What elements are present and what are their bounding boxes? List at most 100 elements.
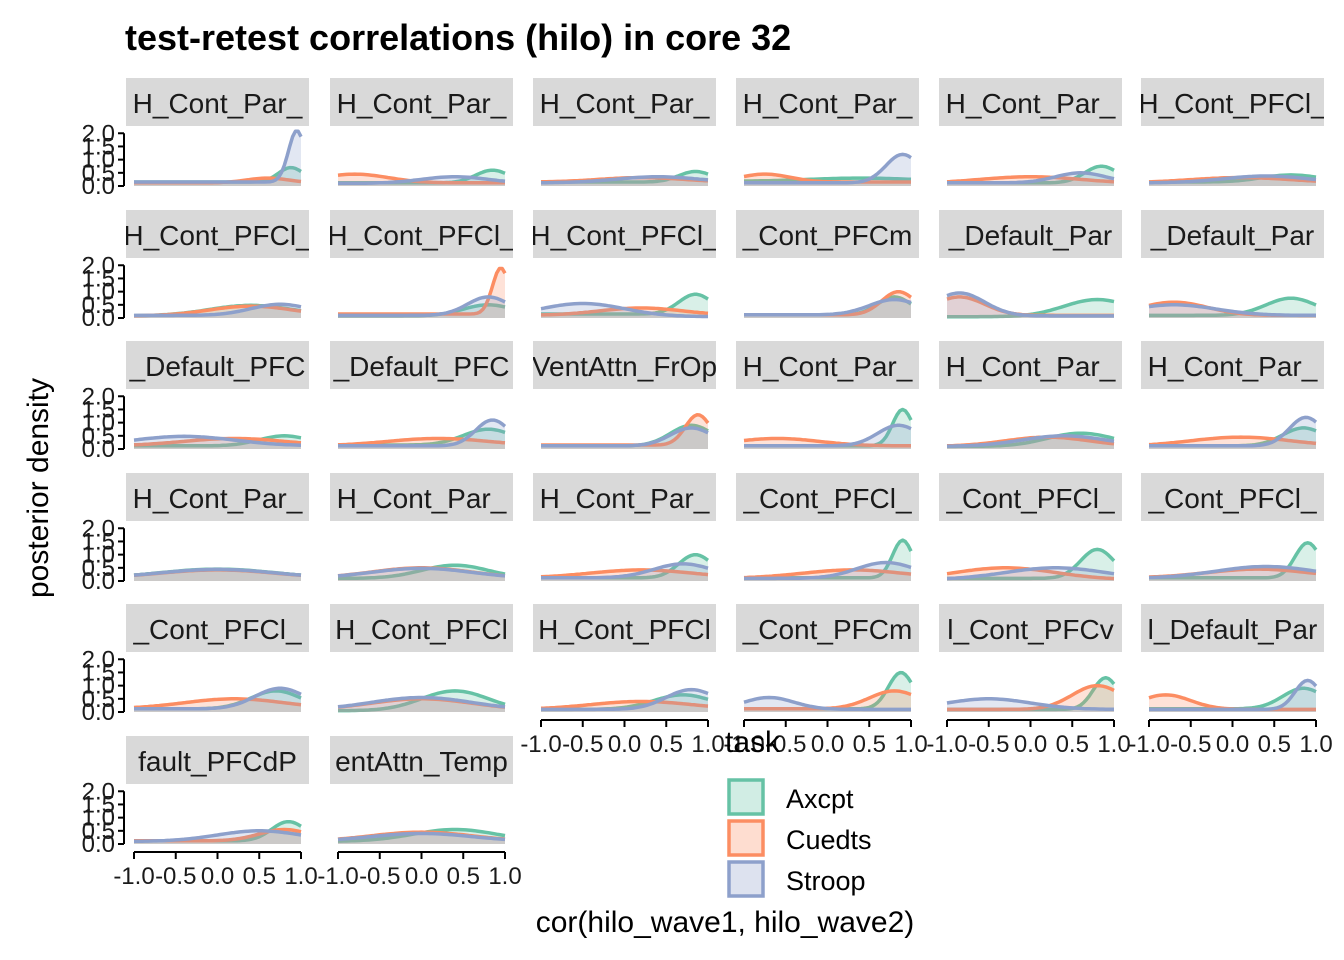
density-line-stroop [744,297,912,317]
density-area-stroop [541,689,708,712]
density-line-cuedts [743,436,911,448]
density-line-stroop [337,831,506,842]
facet-strip [533,210,716,258]
density-area-stroop [1149,176,1316,186]
density-area-stroop [744,299,911,318]
density-line-cuedts [743,568,912,580]
density-line-stroop [541,687,709,712]
y-tick-label: 0.0 [82,831,115,858]
x-tick-label: 0.0 [405,863,438,890]
y-tick-label: 0.5 [82,423,115,450]
density-area-axcpt [1149,542,1316,581]
density-line-stroop [337,695,506,709]
density-line-stroop [337,566,506,578]
legend: task Axcpt Cuedts Stroop [725,726,872,898]
facet-strip [939,473,1122,521]
x-tick-label: 0.5 [650,731,683,758]
facet-strip-label: fault_PFCdP [138,746,297,777]
facet-panel: H_Cont_Par_ [533,473,716,581]
facet-strip [126,473,309,521]
density-line-stroop [134,686,302,711]
density-line-axcpt [947,547,1116,581]
density-line-cuedts [1148,435,1317,447]
facet-panel: H_Cont_Par_ 0.00.51.01.52.0 [82,78,309,200]
facet-panel: _Default_Par [939,210,1122,319]
density-line-stroop [744,423,912,448]
facet-strip-label: H_Cont_Par_ [133,483,303,514]
y-tick-label: 2.0 [82,515,115,542]
facet-panel: VentAttn_FrOp [533,341,716,449]
facet-strip [330,78,513,126]
facet-strip [330,473,513,521]
density-line-stroop [338,418,507,448]
density-area-stroop [134,688,301,712]
density-line-stroop [946,697,1114,711]
facet-panel: H_Cont_PFCl_ [1138,78,1327,186]
facet-panel: H_Cont_Par_ [736,341,919,449]
facet-strip [533,78,716,126]
y-tick-label: 1.0 [82,147,115,174]
legend-key-cuedts [727,819,765,857]
density-line-stroop [743,695,911,712]
facet-strip [126,736,309,784]
facet-strip-label: l_Cont_PFCv [947,614,1114,645]
density-line-stroop [1148,303,1316,318]
x-tick-label: 0.0 [608,731,641,758]
facet-strip [1141,210,1324,258]
y-tick-label: 1.5 [82,396,115,423]
facet-strip-label: H_Cont_PFCl_ [1138,88,1327,119]
density-area-axcpt [1149,427,1316,449]
y-tick-label: 0.5 [82,292,115,319]
y-tick-label: 0.5 [82,160,115,187]
density-line-stroop [1149,678,1318,712]
facet-panel: H_Cont_PFCl_ [330,210,513,318]
density-line-cuedts [540,568,709,579]
facet-panel: _Default_Par [1141,210,1324,318]
facet-panel: H_Cont_Par_ [330,473,513,581]
facet-strip [533,473,716,521]
x-tick-label: 1.0 [691,731,724,758]
facet-panel: H_Cont_Par_ 0.00.51.01.52.0 [82,473,309,595]
facet-strip-label: H_Cont_Par_ [337,88,507,119]
facet-strip-label: _Cont_PFCl_ [132,614,302,645]
x-tick-label: 0.0 [1014,731,1047,758]
x-tick-label: -0.5 [968,731,1009,758]
x-tick-label: -1.0 [113,863,154,890]
density-line-stroop [540,301,708,319]
density-line-stroop [946,566,1115,581]
x-tick-label: 0.5 [853,731,886,758]
density-area-cuedts [947,296,1114,318]
density-area-stroop [744,562,911,581]
density-area-stroop [947,293,1114,318]
density-line-cuedts [947,683,1115,712]
facet-strip [736,78,919,126]
facet-strip [330,341,513,389]
x-tick-label: -0.5 [765,731,806,758]
y-tick-label: 2.0 [82,646,115,673]
facet-strip [736,604,919,652]
x-tick-label: 1.0 [1299,731,1332,758]
y-tick-label: 2.0 [82,252,115,279]
y-tick-label: 1.5 [82,791,115,818]
facet-strip-label: H_Cont_Par_ [743,88,913,119]
facet-strip-label: H_Cont_PFCl [335,614,508,645]
density-line-stroop [338,175,506,186]
facet-strip-label: _Cont_PFCl_ [945,483,1115,514]
density-line-axcpt [338,563,506,581]
density-area-cuedts [947,685,1114,712]
facet-panels: H_Cont_Par_0.00.51.01.52.0H_Cont_Par_ H_C… [82,78,1333,890]
facet-strip-label: H_Cont_Par_ [540,483,710,514]
facet-panel: _Cont_PFCl_ 0.00.51.01.52.0 [82,604,309,726]
density-line-cuedts [133,697,302,710]
facet-strip-label: _Default_Par [1150,220,1314,251]
density-area-cuedts [947,567,1114,581]
facet-strip-label: _Cont_PFCl_ [1147,483,1317,514]
y-tick-label: 2.0 [82,383,115,410]
density-line-stroop [134,129,303,184]
density-line-stroop [541,175,709,185]
facet-strip-label: _Cont_PFCl_ [742,483,912,514]
density-line-stroop [338,295,506,318]
density-area-stroop [1149,680,1316,712]
density-line-cuedts [540,699,709,711]
